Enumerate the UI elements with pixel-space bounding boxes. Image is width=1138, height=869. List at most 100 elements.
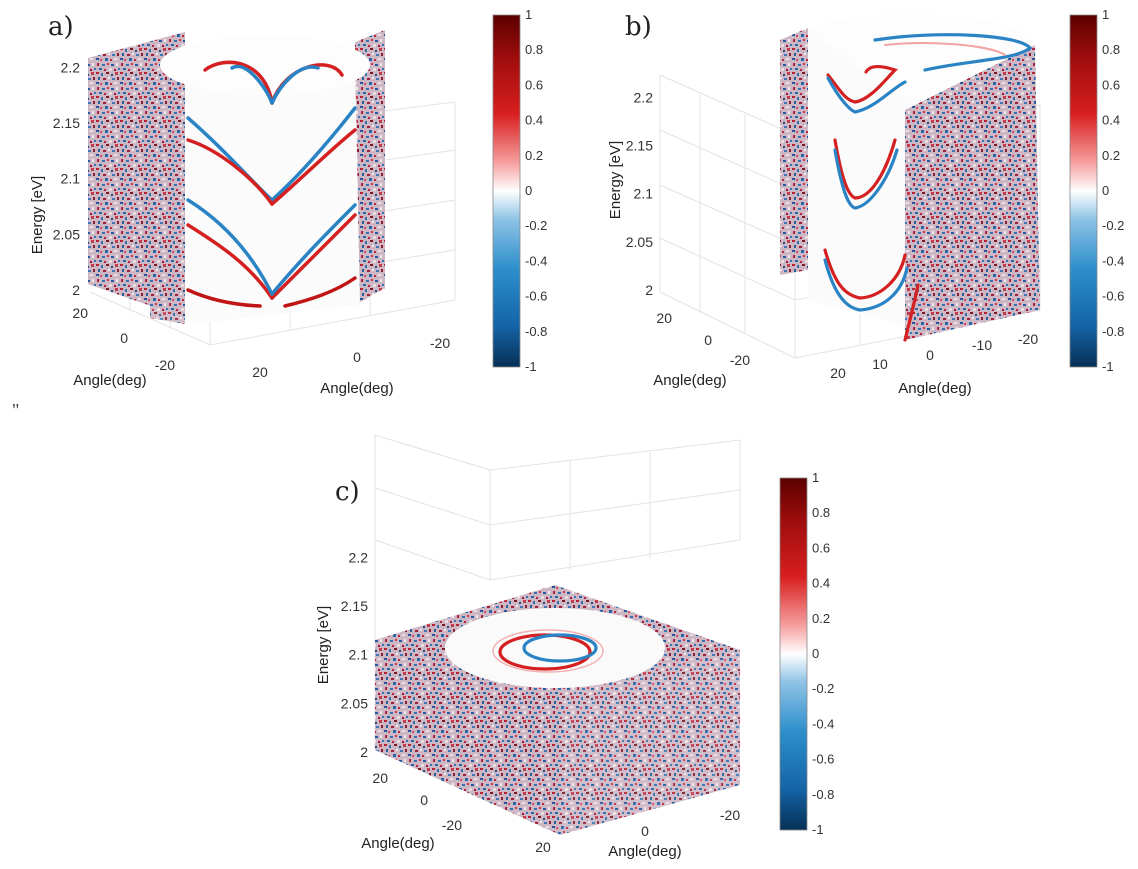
colorbar-tick-label: 0.2: [812, 611, 830, 626]
stray-quote-mark: ": [12, 400, 20, 420]
panel-a-label: a): [48, 12, 74, 42]
y-tick-label: 20: [372, 770, 388, 786]
x-tick-label: -10: [972, 337, 992, 353]
colorbar-tick-label: 0.2: [525, 148, 543, 163]
x-tick-label: 0: [926, 347, 934, 363]
panel-c-y-axis-label: Angle(deg): [361, 835, 434, 852]
panel-c-rings: [492, 629, 604, 673]
z-tick-label: 2: [72, 282, 80, 298]
panel-a-colorbar: [492, 14, 521, 368]
panel-a-branches: [186, 60, 357, 308]
panel-a-inner-face: [150, 65, 185, 324]
colorbar-tick-label: 1: [525, 7, 532, 22]
x-tick-label: -20: [430, 335, 450, 351]
panel-c-colorbar: [779, 477, 808, 831]
panel-b-z-axis-label: Energy [eV]: [607, 141, 624, 219]
panel-a: a) 2 2.05 2.1 2.15 2.2 Energy [eV] 20 0 -20 20…: [29, 7, 547, 397]
panel-a-z-axis-label: Energy [eV]: [29, 176, 46, 254]
z-tick-label: 2.15: [53, 115, 80, 131]
panel-c-x-ticks: 20 0 -20: [535, 807, 740, 855]
panel-b-back-face: [780, 28, 808, 275]
y-tick-label: -20: [155, 357, 175, 373]
colorbar-tick-label: -1: [525, 359, 537, 374]
panel-a-z-ticks: 2 2.05 2.1 2.15 2.2: [53, 59, 80, 298]
z-tick-label: 2.2: [61, 59, 81, 75]
x-tick-label: -20: [1018, 331, 1038, 347]
z-tick-label: 2.1: [61, 171, 81, 187]
panel-b-y-axis-label: Angle(deg): [653, 372, 726, 389]
z-tick-label: 2.2: [349, 549, 369, 565]
colorbar-tick-label: 0.6: [525, 77, 543, 92]
colorbar-tick-label: 0.6: [812, 540, 830, 555]
x-tick-label: 0: [353, 349, 361, 365]
z-tick-label: 2.15: [626, 137, 653, 153]
panel-b-cut-interior: [808, 28, 920, 330]
colorbar-tick-label: -0.4: [525, 253, 547, 268]
colorbar-tick-label: -0.6: [812, 752, 834, 767]
z-tick-label: 2.05: [341, 695, 368, 711]
y-tick-label: 20: [656, 310, 672, 326]
panel-c-colorbar-ticks: 1 0.8 0.6 0.4 0.2 0 -0.2 -0.4 -0.6 -0.8 -1: [812, 470, 834, 837]
z-tick-label: 2: [645, 282, 653, 298]
colorbar-tick-label: 0.8: [525, 42, 543, 57]
panel-b-x-axis-label: Angle(deg): [898, 380, 971, 397]
colorbar-tick-label: 0: [1102, 183, 1109, 198]
colorbar-tick-label: 1: [812, 470, 819, 485]
colorbar-tick-label: -0.6: [525, 289, 547, 304]
panel-b-colorbar: [1069, 14, 1098, 368]
colorbar-tick-label: 0.4: [1102, 113, 1120, 128]
z-tick-label: 2.1: [634, 186, 654, 202]
z-tick-label: 2.2: [634, 89, 654, 105]
colorbar-tick-label: -1: [1102, 359, 1114, 374]
y-tick-label: -20: [442, 817, 462, 833]
colorbar-tick-label: 0.8: [812, 505, 830, 520]
panel-a-cut-interior: [185, 55, 360, 325]
z-tick-label: 2.15: [341, 598, 368, 614]
panel-a-x-ticks: 20 0 -20: [252, 335, 450, 380]
panel-a-colorbar-ticks: 1 0.8 0.6 0.4 0.2 0 -0.2 -0.4 -0.6 -0.8 -1: [525, 7, 547, 374]
panel-a-y-ticks: 20 0 -20: [72, 305, 175, 373]
panel-a-x-axis-label: Angle(deg): [320, 380, 393, 397]
x-tick-label: -20: [720, 807, 740, 823]
colorbar-tick-label: -0.8: [812, 787, 834, 802]
panel-a-right-face: [355, 30, 385, 305]
colorbar-tick-label: -0.2: [525, 218, 547, 233]
panel-c-z-ticks: 2 2.05 2.1 2.15 2.2: [341, 549, 368, 760]
z-tick-label: 2.05: [626, 234, 653, 250]
colorbar-tick-label: -0.8: [1102, 324, 1124, 339]
colorbar-tick-label: -0.8: [525, 324, 547, 339]
x-tick-label: 0: [641, 823, 649, 839]
x-tick-label: 20: [830, 365, 846, 381]
colorbar-tick-label: 1: [1102, 7, 1109, 22]
y-tick-label: 0: [120, 330, 128, 346]
x-tick-label: 20: [535, 839, 551, 855]
colorbar-tick-label: 0.8: [1102, 42, 1120, 57]
panel-b-branches: [823, 33, 1033, 342]
panel-a-y-axis-label: Angle(deg): [73, 372, 146, 389]
colorbar-tick-label: 0.4: [525, 113, 543, 128]
y-tick-label: 0: [420, 792, 428, 808]
x-tick-label: 10: [872, 356, 888, 372]
y-tick-label: 20: [72, 305, 88, 321]
panel-b-x-ticks: 20 10 0 -10 -20: [830, 331, 1038, 381]
colorbar-tick-label: -0.2: [1102, 218, 1124, 233]
colorbar-tick-label: -1: [812, 822, 824, 837]
colorbar-tick-label: 0.6: [1102, 77, 1120, 92]
panel-c: c) 2 2.05 2.1 2.15 2.2 Energy [eV] 20 0 -20 20…: [315, 434, 834, 860]
colorbar-tick-label: 0.2: [1102, 148, 1120, 163]
panel-c-top-disk: [445, 608, 665, 688]
panel-b-colorbar-ticks: 1 0.8 0.6 0.4 0.2 0 -0.2 -0.4 -0.6 -0.8 -1: [1102, 7, 1124, 374]
y-tick-label: 0: [704, 332, 712, 348]
panel-a-top-disk: [160, 35, 370, 95]
z-tick-label: 2: [360, 744, 368, 760]
panel-b-y-ticks: 20 0 -20: [656, 310, 750, 368]
colorbar-tick-label: -0.6: [1102, 289, 1124, 304]
panel-b-z-ticks: 2 2.05 2.1 2.15 2.2: [626, 89, 653, 298]
y-tick-label: -20: [730, 352, 750, 368]
panel-c-y-ticks: 20 0 -20: [372, 770, 462, 833]
x-tick-label: 20: [252, 364, 268, 380]
panel-b: b) 2 2.05 2.1 2.15 2.2 Energy [eV] 20 0 -20 20…: [607, 7, 1124, 397]
panel-b-right-face: [905, 45, 1040, 340]
panel-c-x-axis-label: Angle(deg): [608, 843, 681, 860]
